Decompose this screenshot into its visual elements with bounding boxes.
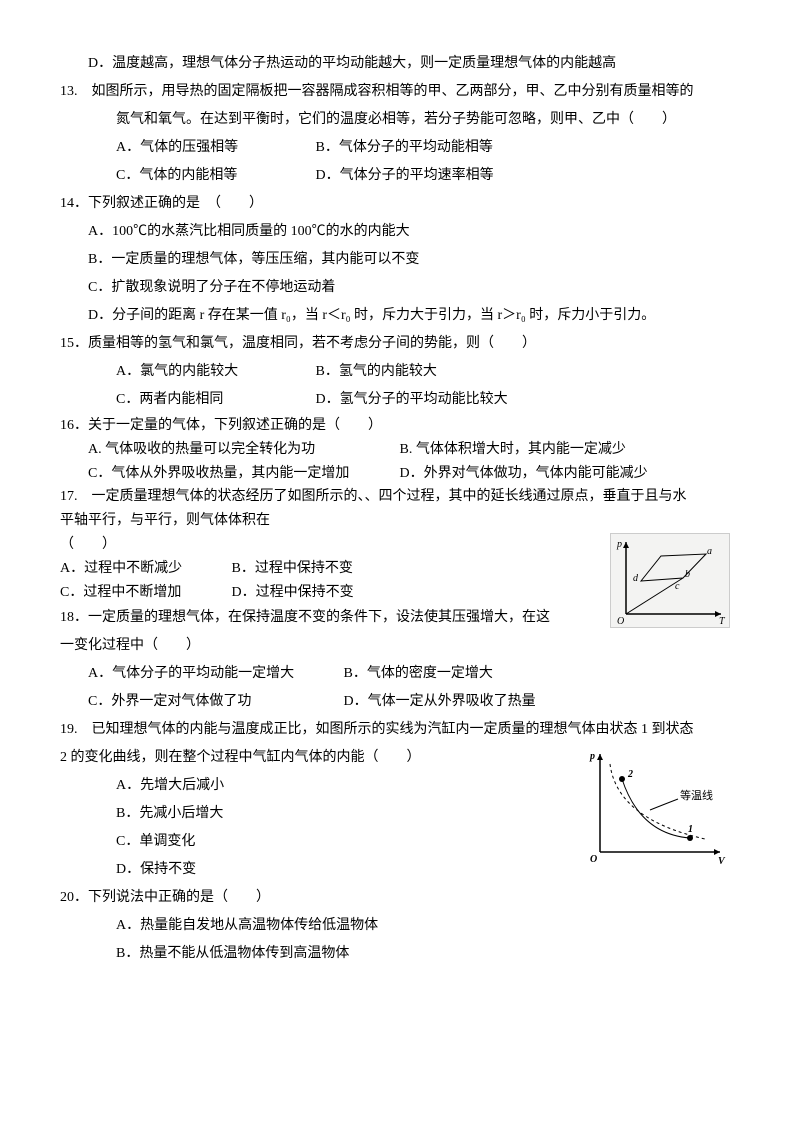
q20-A: A．热量能自发地从高温物体传给低温物体 bbox=[60, 912, 740, 940]
q18-D: D．气体一定从外界吸收了热量 bbox=[344, 694, 536, 709]
q13-options-row2: C．气体的内能相等 D．气体分子的平均速率相等 bbox=[60, 162, 740, 190]
q15-D: D．氢气分子的平均动能比较大 bbox=[316, 386, 508, 414]
fig17-a: a bbox=[707, 546, 712, 557]
q17-stem-2: 平轴平行，与平行，则气体体积在 bbox=[60, 509, 740, 533]
q18-stem-2: 一变化过程中（ ） bbox=[60, 632, 740, 660]
q13-B: B．气体分子的平均动能相等 bbox=[316, 134, 493, 162]
q16-D: D．外界对气体做功，气体内能可能减少 bbox=[400, 466, 648, 481]
fig17-b: b bbox=[685, 569, 690, 580]
q13-A: A．气体的压强相等 bbox=[116, 134, 312, 162]
q13-stem-2: 氮气和氧气。在达到平衡时，它们的温度必相等，若分子势能可忽略，则甲、乙中（ ） bbox=[60, 106, 740, 134]
q15-B: B．氢气的内能较大 bbox=[316, 358, 437, 386]
q13-stem-1: 13. 如图所示，用导热的固定隔板把一容器隔成容积相等的甲、乙两部分，甲、乙中分… bbox=[60, 78, 740, 106]
q13-D: D．气体分子的平均速率相等 bbox=[316, 162, 494, 190]
fig19-2: 2 bbox=[627, 769, 633, 780]
fig17-x: T bbox=[719, 616, 726, 627]
q19-stem-1: 19. 已知理想气体的内能与温度成正比，如图所示的实线为汽缸内一定质量的理想气体… bbox=[60, 716, 740, 744]
q17-D: D．过程中保持不变 bbox=[232, 585, 354, 600]
q15-A: A．氯气的内能较大 bbox=[116, 358, 312, 386]
q16-A: A. 气体吸收的热量可以完全转化为功 bbox=[88, 438, 396, 462]
q18-row1: A．气体分子的平均动能一定增大 B．气体的密度一定增大 bbox=[60, 660, 740, 688]
fig19-isotherm: 等温线 bbox=[680, 788, 713, 802]
q18-A: A．气体分子的平均动能一定增大 bbox=[88, 660, 340, 688]
q16-C: C．气体从外界吸收热量，其内能一定增加 bbox=[88, 462, 396, 486]
fig19-x: V bbox=[718, 856, 726, 867]
q12-option-d: D．温度越高，理想气体分子热运动的平均动能越大，则一定质量理想气体的内能越高 bbox=[60, 50, 740, 78]
q18-B: B．气体的密度一定增大 bbox=[344, 666, 493, 681]
q17-stem-1: 17. 一定质量理想气体的状态经历了如图所示的、、四个过程，其中的延长线通过原点… bbox=[60, 485, 740, 509]
fig19-1: 1 bbox=[688, 824, 693, 835]
q17-C: C．过程中不断增加 bbox=[60, 581, 228, 605]
q15-row2: C．两者内能相同 D．氢气分子的平均动能比较大 bbox=[60, 386, 740, 414]
q16-row1: A. 气体吸收的热量可以完全转化为功 B. 气体体积增大时，其内能一定减少 bbox=[60, 438, 740, 462]
q17-figure: a b c d p T O bbox=[610, 533, 730, 628]
fig19-o: O bbox=[590, 854, 597, 865]
fig17-d: d bbox=[633, 573, 639, 584]
q18-row2: C．外界一定对气体做了功 D．气体一定从外界吸收了热量 bbox=[60, 688, 740, 716]
q14-stem: 14．下列叙述正确的是 （ ） bbox=[60, 190, 740, 218]
q14-C: C．扩散现象说明了分子在不停地运动着 bbox=[60, 274, 740, 302]
fig17-c: c bbox=[675, 581, 680, 592]
q20-stem: 20．下列说法中正确的是（ ） bbox=[60, 884, 740, 912]
q20-B: B．热量不能从低温物体传到高温物体 bbox=[60, 940, 740, 968]
q19-figure: 2 1 等温线 p V O bbox=[580, 744, 730, 869]
fig17-y: p bbox=[616, 539, 622, 550]
q17-B: B．过程中保持不变 bbox=[232, 561, 353, 576]
q13-options-row1: A．气体的压强相等 B．气体分子的平均动能相等 bbox=[60, 134, 740, 162]
q14-A: A．100℃的水蒸汽比相同质量的 100℃的水的内能大 bbox=[60, 218, 740, 246]
q13-C: C．气体的内能相等 bbox=[116, 162, 312, 190]
q16-B: B. 气体体积增大时，其内能一定减少 bbox=[400, 442, 626, 457]
q15-row1: A．氯气的内能较大 B．氢气的内能较大 bbox=[60, 358, 740, 386]
q14-D: D．分子间的距离 r 存在某一值 r₀，当 r＜r₀ 时，斥力大于引力，当 r＞… bbox=[60, 302, 740, 330]
q15-C: C．两者内能相同 bbox=[116, 386, 312, 414]
q16-row2: C．气体从外界吸收热量，其内能一定增加 D．外界对气体做功，气体内能可能减少 bbox=[60, 462, 740, 486]
q17-A: A．过程中不断减少 bbox=[60, 557, 228, 581]
q16-stem: 16．关于一定量的气体，下列叙述正确的是（ ） bbox=[60, 414, 740, 438]
fig19-y: p bbox=[589, 751, 595, 762]
q14-B: B．一定质量的理想气体，等压压缩，其内能可以不变 bbox=[60, 246, 740, 274]
q15-stem: 15．质量相等的氢气和氯气，温度相同，若不考虑分子间的势能，则（ ） bbox=[60, 330, 740, 358]
q18-C: C．外界一定对气体做了功 bbox=[88, 688, 340, 716]
fig17-o: O bbox=[617, 616, 624, 627]
